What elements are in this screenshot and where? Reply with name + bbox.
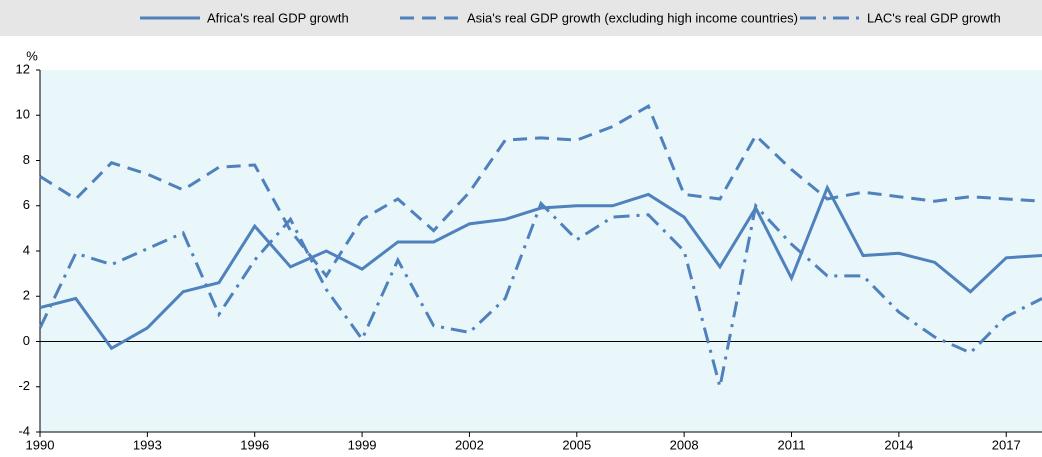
series-line: [39, 104, 1042, 279]
x-tick-label: 2014: [884, 437, 913, 452]
x-tick-label: 1990: [26, 437, 55, 452]
x-tick-label: 1996: [240, 437, 269, 452]
y-tick-label: 4: [23, 242, 30, 257]
series-line: [38, 200, 1042, 388]
x-tick-label: 2011: [778, 437, 806, 452]
legend-label: LAC's real GDP growth: [867, 10, 1001, 25]
y-tick-label: 2: [23, 288, 30, 303]
y-tick-label: -4: [18, 423, 30, 438]
x-tick-label: 2008: [670, 437, 699, 452]
plot-background: [40, 70, 1042, 432]
y-tick-label: 10: [16, 107, 30, 122]
legend-label: Asia's real GDP growth (excluding high i…: [467, 10, 798, 25]
legend-label: Africa's real GDP growth: [207, 10, 349, 25]
x-tick-label: 1999: [348, 437, 377, 452]
x-tick-label: 2017: [992, 437, 1021, 452]
y-tick-label: 12: [16, 61, 30, 76]
x-tick-label: 2005: [562, 437, 591, 452]
y-tick-label: 0: [23, 333, 30, 348]
y-axis-label: %: [26, 48, 38, 63]
x-tick-label: 2002: [455, 437, 484, 452]
y-tick-label: 6: [23, 197, 30, 212]
x-tick-label: 1993: [133, 437, 162, 452]
y-tick-label: 8: [23, 152, 30, 167]
y-tick-label: -2: [18, 378, 30, 393]
